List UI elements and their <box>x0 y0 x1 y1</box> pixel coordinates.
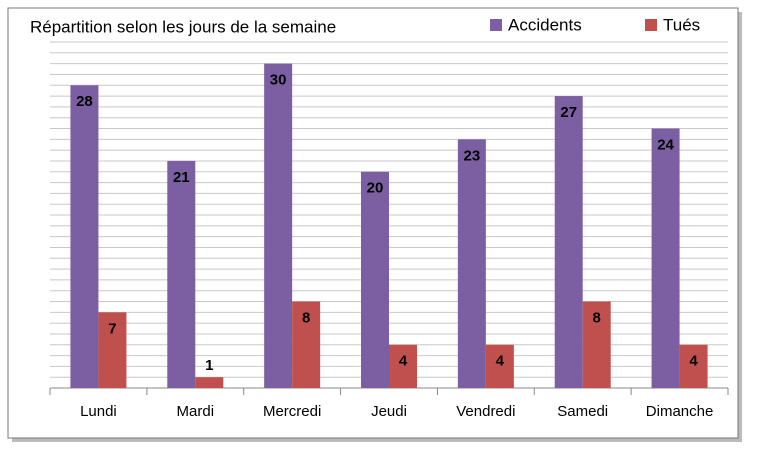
legend-label: Accidents <box>508 15 582 34</box>
x-tick-label: Jeudi <box>371 403 407 420</box>
bar <box>195 377 224 388</box>
bar <box>457 139 486 388</box>
bar <box>70 85 99 388</box>
x-tick-label: Mardi <box>177 403 215 420</box>
data-label: 20 <box>367 180 384 197</box>
data-label: 4 <box>399 353 408 370</box>
x-tick-label: Mercredi <box>263 403 321 420</box>
bar <box>485 344 514 388</box>
chart-title: Répartition selon les jours de la semain… <box>30 17 336 36</box>
bar <box>361 171 389 388</box>
x-tick-label: Lundi <box>80 403 117 420</box>
data-label: 4 <box>496 353 505 370</box>
data-label: 8 <box>593 309 601 326</box>
bar <box>389 344 417 388</box>
x-tick-label: Vendredi <box>456 403 515 420</box>
data-label: 23 <box>464 147 481 164</box>
legend-swatch <box>490 19 502 31</box>
bar <box>554 96 583 388</box>
data-label: 7 <box>108 320 116 337</box>
data-label: 21 <box>173 169 190 186</box>
x-tick-label: Dimanche <box>646 403 714 420</box>
data-label: 24 <box>657 136 674 153</box>
bar <box>98 312 127 388</box>
data-label: 8 <box>302 309 310 326</box>
bar <box>582 301 611 388</box>
bar <box>292 301 321 388</box>
data-label: 30 <box>270 72 287 89</box>
data-label: 28 <box>76 93 93 110</box>
x-tick-label: Samedi <box>557 403 608 420</box>
bar <box>167 160 196 388</box>
bar <box>651 128 680 388</box>
legend-swatch <box>645 19 657 31</box>
bar <box>264 63 293 388</box>
data-label: 27 <box>560 104 577 121</box>
data-label: 4 <box>689 353 698 370</box>
legend-label: Tués <box>663 15 700 34</box>
bar <box>679 344 708 388</box>
data-label: 1 <box>205 357 213 374</box>
